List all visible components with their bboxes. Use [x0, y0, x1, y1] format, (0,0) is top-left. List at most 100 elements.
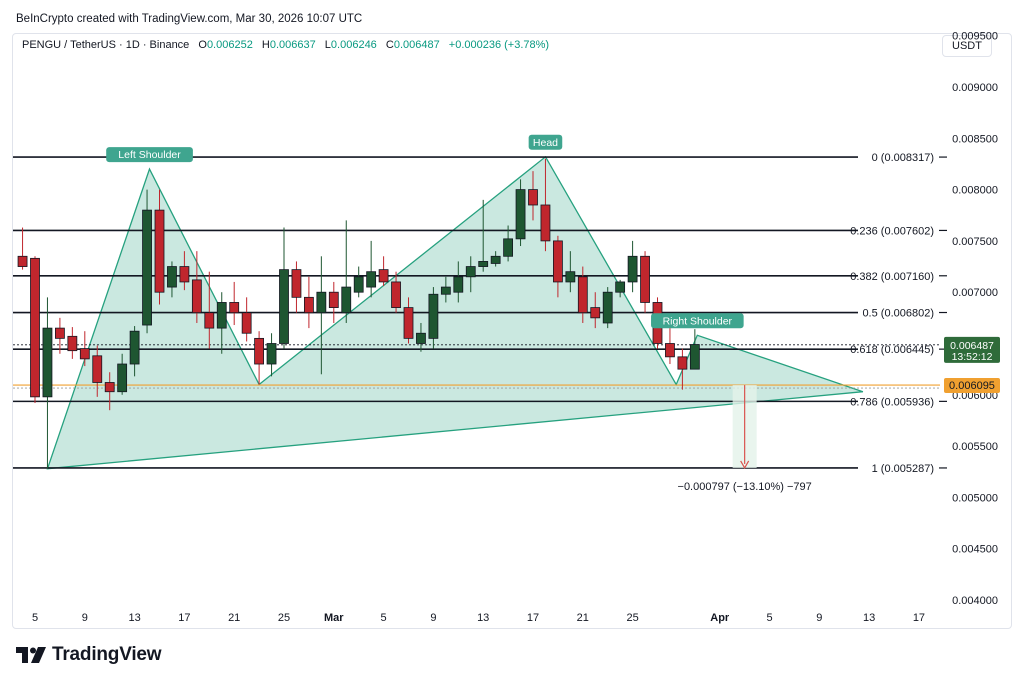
x-tick-label: 13 [477, 612, 489, 624]
candle-body [540, 204, 551, 242]
pattern-tag-label: Left Shoulder [118, 149, 181, 161]
candle [303, 276, 314, 329]
x-tick-label: Mar [324, 612, 344, 624]
candle [279, 227, 289, 349]
candle-body [403, 307, 414, 339]
projection-arrow-head [740, 460, 750, 470]
pattern-tag: Head [528, 134, 563, 150]
countdown-label: 13:52:12 [952, 351, 993, 363]
change-value: +0.000236 (+3.78%) [448, 39, 550, 51]
candle-body [92, 355, 103, 383]
logo-text: TradingView [52, 644, 162, 665]
candle-body [328, 291, 339, 308]
candle [167, 261, 177, 298]
candle-body [353, 276, 364, 293]
candle [577, 266, 588, 323]
candle-body [565, 271, 576, 283]
candle-body [453, 276, 464, 293]
candle [366, 240, 377, 298]
chart-credit: BeInCrypto created with TradingView.com,… [16, 13, 363, 25]
candle [67, 327, 78, 359]
y-tick-label: 0.005500 [952, 441, 998, 453]
candle-body [167, 266, 177, 288]
candle [191, 251, 202, 323]
x-tick-label: 5 [766, 612, 772, 624]
candle-body [79, 348, 90, 360]
x-tick-label: 21 [577, 612, 589, 624]
open-value: 0.006252 [206, 39, 253, 51]
candle-body [366, 271, 377, 288]
candle [378, 256, 389, 287]
x-tick-label: 25 [626, 612, 638, 624]
candle [515, 179, 526, 247]
candle [689, 329, 700, 370]
candle [341, 220, 352, 323]
candle-body [191, 279, 202, 314]
candle [490, 251, 501, 267]
neckline-tag-bg [944, 378, 1000, 394]
candle [17, 227, 28, 270]
currency-button[interactable]: USDT [942, 35, 992, 57]
candle-body [665, 343, 675, 358]
candle [627, 240, 638, 293]
candle-body [577, 276, 588, 314]
pattern-tag-label: Head [533, 137, 558, 149]
candle-body [241, 312, 252, 334]
x-tick-label: Apr [710, 612, 730, 624]
x-tick-label: 17 [178, 612, 190, 624]
candle-body [553, 240, 563, 283]
candle [528, 171, 538, 221]
candle-body [17, 255, 28, 267]
candle-body [154, 209, 165, 293]
tradingview-logo[interactable]: TradingView [16, 644, 162, 666]
candle [291, 261, 302, 313]
candle [229, 281, 240, 326]
candle [142, 189, 152, 334]
pattern-tag: Right Shoulder [651, 313, 744, 329]
candle-body [590, 307, 601, 319]
candle-body [303, 296, 314, 314]
pattern-tag-label: Right Shoulder [663, 315, 733, 327]
x-tick-label: 17 [527, 612, 539, 624]
symbol-name: PENGU / TetherUS · 1D · Binance [22, 39, 190, 51]
candle-body [465, 266, 476, 278]
x-tick-label: 13 [863, 612, 875, 624]
y-tick-label: 0.009500 [952, 31, 998, 43]
candle [416, 322, 426, 352]
current-price-tag-bg [944, 336, 1000, 363]
candle [79, 331, 90, 367]
candle [204, 271, 215, 349]
candle-body [291, 269, 302, 298]
chart-frame [12, 33, 1012, 629]
y-tick-label: 0.008500 [952, 133, 998, 145]
candle-body [216, 302, 227, 329]
candle-body [142, 209, 152, 326]
candle [665, 328, 675, 365]
candle-body [478, 261, 489, 267]
candle [353, 266, 364, 298]
candle-body [266, 343, 277, 365]
projection-label: −0.000797 (−13.10%) −797 [678, 481, 812, 493]
candle [216, 292, 227, 354]
candle-body [640, 255, 650, 303]
candle [640, 251, 650, 313]
fib-level-label: 0.618 (0.006445) [850, 344, 934, 356]
candle [590, 292, 601, 329]
candle-body [129, 330, 140, 365]
candle-body [67, 335, 78, 352]
x-tick-label: 21 [228, 612, 240, 624]
candle [328, 281, 339, 323]
candle [428, 287, 439, 349]
fib-level-label: 1 (0.005287) [872, 463, 934, 475]
candle [241, 297, 252, 342]
candle-body [515, 189, 526, 240]
high-label: H [261, 39, 270, 51]
candle [553, 235, 563, 298]
y-tick-label: 0.008000 [952, 185, 998, 197]
x-tick-label: 5 [32, 612, 38, 624]
candle-body [416, 332, 426, 344]
candle-body [440, 286, 451, 295]
candle-body [677, 356, 688, 370]
